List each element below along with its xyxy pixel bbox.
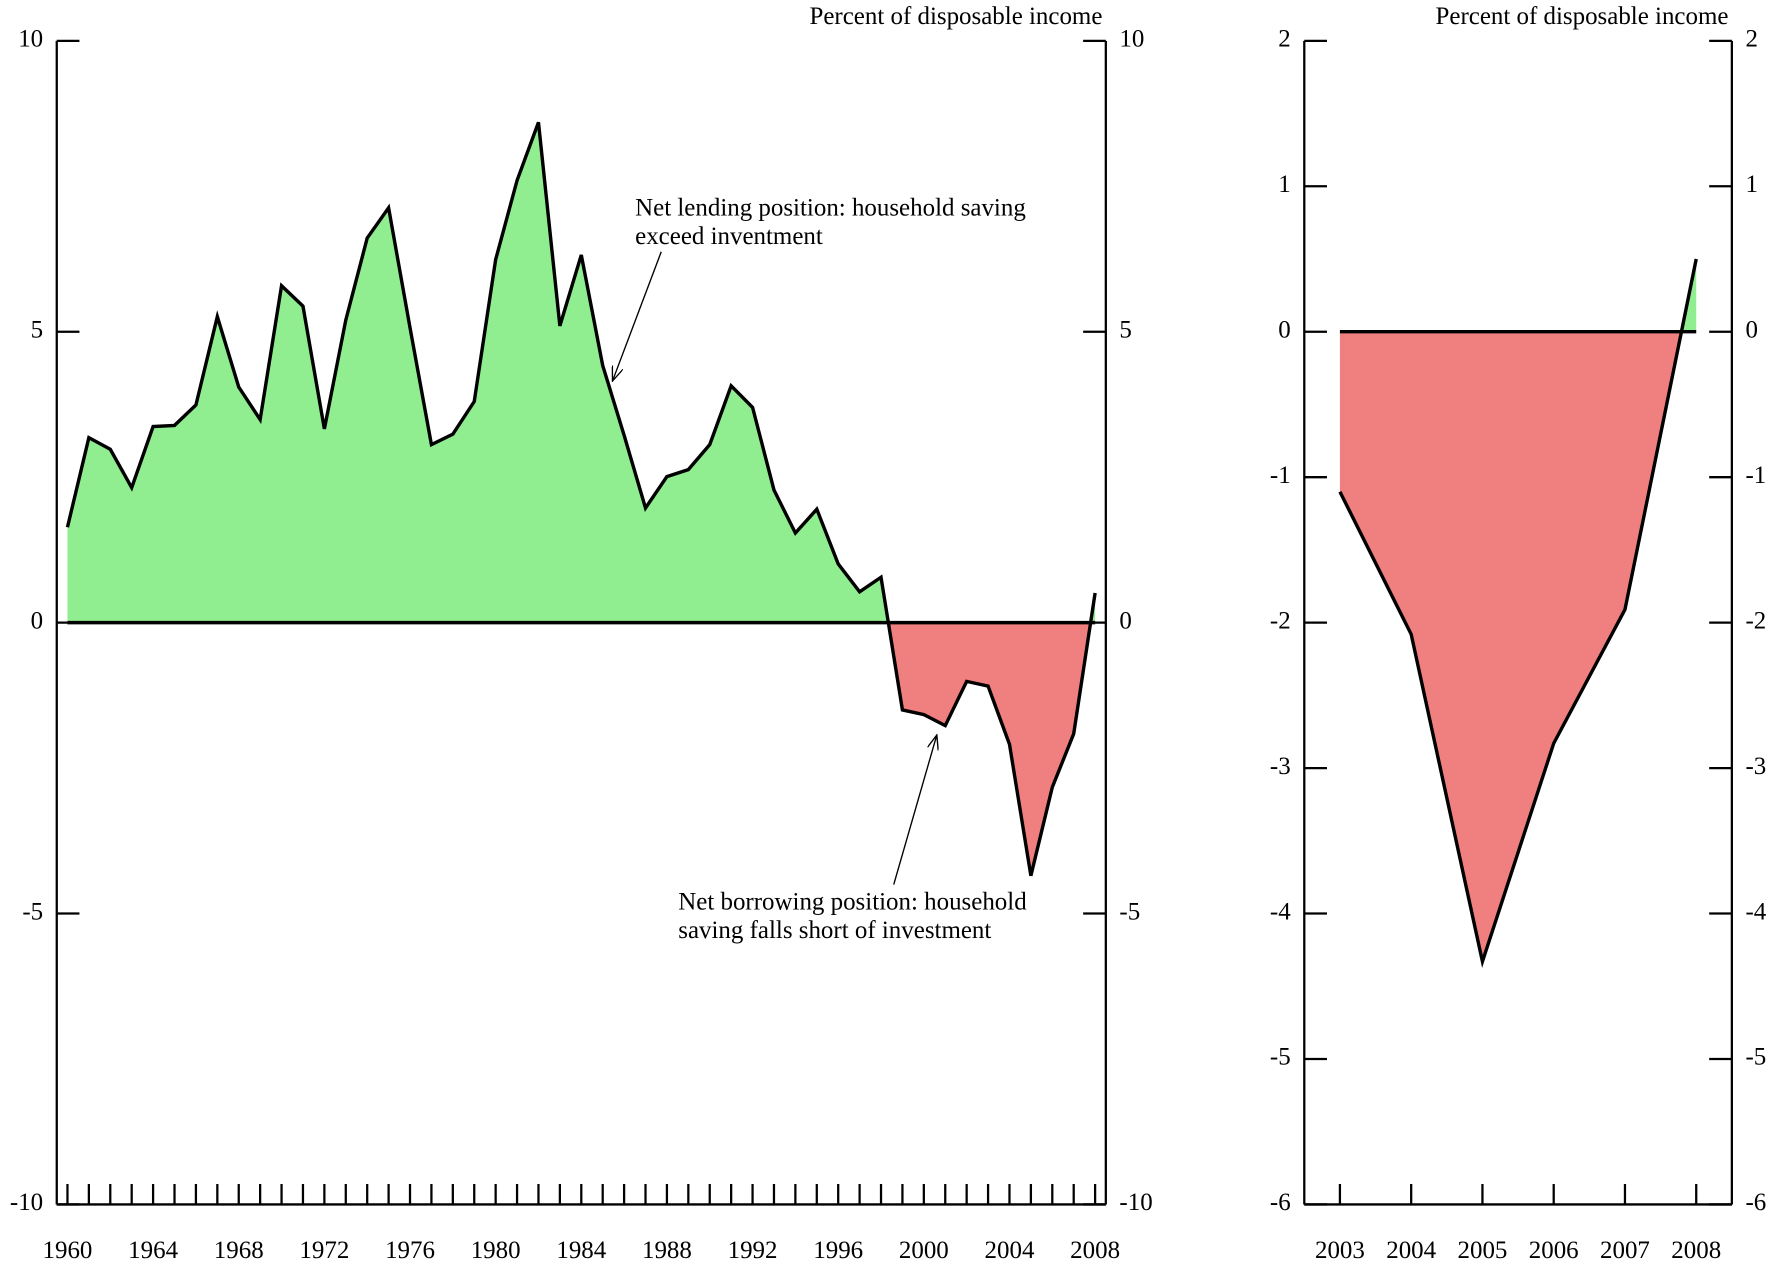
y-tick-label: -5 [22,898,43,925]
y-tick-label: 0 [1278,316,1290,343]
y-tick-label: -3 [1745,753,1766,780]
y-tick-label: -3 [1270,753,1291,780]
x-tick-label: 2000 [899,1237,949,1264]
y-tick-label: -5 [1119,898,1140,925]
y-tick-label: -2 [1745,607,1766,634]
annotation: saving falls short of investment [678,917,991,944]
x-tick-label: 2006 [1529,1237,1579,1264]
y-tick-label: -2 [1270,607,1291,634]
y-tick-label: 2 [1278,26,1290,53]
y-axis-label: Percent of disposable income [1436,3,1729,30]
y-tick-label: -4 [1745,898,1766,925]
x-tick-label: 2004 [1386,1237,1436,1264]
annotation: exceed inventment [635,223,823,250]
x-tick-label: 1964 [128,1237,178,1264]
annotation: Net lending position: household saving [635,195,1026,222]
y-tick-label: 0 [31,607,43,634]
x-tick-label: 1996 [813,1237,863,1264]
y-tick-label: -10 [1119,1189,1152,1216]
area-negative [1339,331,1697,962]
x-tick-label: 2008 [1671,1237,1721,1264]
x-tick-label: 1984 [556,1237,606,1264]
x-tick-label: 1992 [728,1237,778,1264]
area-positive [67,122,1096,623]
annotation: Net borrowing position: household [678,889,1027,916]
x-tick-label: 2004 [985,1237,1035,1264]
y-tick-label: -1 [1270,462,1291,489]
x-tick-label: 1960 [43,1237,93,1264]
y-tick-label: 5 [1119,316,1131,343]
x-tick-label: 1980 [471,1237,521,1264]
y-tick-label: 5 [31,316,43,343]
y-tick-label: 2 [1745,26,1757,53]
y-tick-label: -5 [1270,1044,1291,1071]
y-tick-label: 10 [18,26,43,53]
y-axis-label: Percent of disposable income [809,3,1102,30]
y-tick-label: 1 [1745,171,1757,198]
y-tick-label: -5 [1745,1044,1766,1071]
annotation-arrow [893,735,937,885]
y-tick-label: -1 [1745,462,1766,489]
x-tick-label: 1976 [385,1237,435,1264]
data-line [1338,258,1698,969]
y-tick-label: 0 [1745,316,1757,343]
x-tick-label: 1988 [642,1237,692,1264]
annotation-arrow [612,251,662,381]
area-negative [67,622,1096,876]
x-tick-label: 2008 [1070,1237,1120,1264]
y-tick-label: 0 [1119,607,1131,634]
x-tick-label: 2005 [1458,1237,1508,1264]
x-tick-label: 2003 [1315,1237,1365,1264]
y-tick-label: 1 [1278,171,1290,198]
x-tick-label: 1968 [214,1237,264,1264]
y-tick-label: -4 [1270,898,1291,925]
x-tick-label: 1972 [299,1237,349,1264]
y-tick-label: 10 [1119,26,1144,53]
data-line [65,121,1097,877]
y-tick-label: -6 [1745,1189,1766,1216]
x-tick-label: 2007 [1600,1237,1650,1264]
y-tick-label: -10 [10,1189,43,1216]
y-tick-label: -6 [1270,1189,1291,1216]
